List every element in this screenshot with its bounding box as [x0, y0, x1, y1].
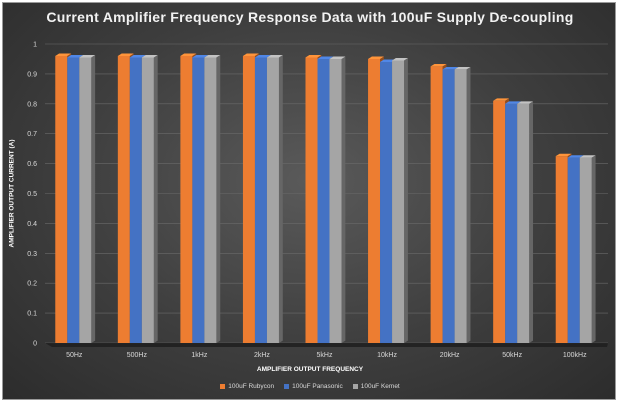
y-tick-label: 0.6 [27, 161, 37, 168]
bar-top [493, 98, 510, 101]
bar-side [529, 101, 534, 344]
y-axis-label: AMPLIFIER OUTPUT CURRENT (A) [8, 139, 16, 248]
bar-top [329, 56, 346, 59]
chart-title: Current Amplifier Frequency Response Dat… [46, 9, 574, 25]
bar-side [341, 56, 346, 344]
bar-top [368, 56, 384, 59]
bar-top [67, 55, 84, 58]
bar [430, 66, 443, 344]
bar [368, 58, 381, 343]
x-tick-label: 50kHz [502, 352, 522, 359]
x-tick-label: 100kHz [563, 352, 587, 359]
bar-top [305, 55, 322, 58]
bar-side [91, 55, 96, 344]
y-tick-label: 0.2 [27, 281, 37, 288]
bar [493, 100, 506, 343]
bar-top [392, 58, 408, 61]
legend-label-kemet: 100uF Kemet [360, 383, 400, 390]
bar-top [380, 59, 396, 62]
bar [454, 69, 467, 343]
bar [505, 103, 518, 343]
legend-label-rubycon: 100uF Rubycon [228, 383, 275, 390]
bar [254, 57, 267, 344]
bar [55, 55, 68, 344]
bar [180, 55, 193, 344]
legend-swatch-panasonic [284, 384, 290, 389]
bar-top [242, 53, 259, 56]
bar-top [192, 55, 209, 58]
x-tick-label: 2kHz [254, 352, 270, 359]
bar [204, 57, 217, 344]
legend-item-rubycon: 100uF Rubycon [220, 383, 274, 390]
bar-top [141, 55, 158, 58]
legend-item-panasonic: 100uF Panasonic [284, 383, 343, 390]
bar [380, 61, 393, 343]
x-tick-label: 20kHz [440, 352, 460, 359]
bar-side [153, 55, 158, 344]
bar [117, 55, 130, 344]
legend-swatch-kemet [352, 384, 358, 389]
bar-top [579, 155, 596, 158]
bar-top [517, 101, 534, 104]
bar-top [79, 55, 96, 58]
bar-top [454, 67, 471, 70]
y-tick-label: 1 [33, 42, 37, 49]
y-tick-label: 0.7 [27, 131, 37, 138]
bar-top [117, 53, 134, 56]
x-tick-label: 10kHz [377, 352, 397, 359]
bar [579, 157, 592, 343]
legend-label-panasonic: 100uF Panasonic [292, 383, 343, 390]
bar-top [204, 55, 221, 58]
x-tick-label: 5kHz [317, 352, 333, 359]
y-tick-label: 0.3 [27, 251, 37, 258]
y-tick-label: 0 [33, 341, 37, 348]
y-tick-label: 0.8 [27, 101, 37, 108]
bar-top [442, 67, 459, 70]
bar-top [317, 56, 334, 59]
bar [305, 57, 318, 344]
x-axis-label: AMPLIFIER OUTPUT FREQUENCY [256, 366, 364, 373]
legend: 100uF Rubycon 100uF Panasonic 100uF Keme… [0, 383, 620, 390]
bar-top [505, 101, 522, 104]
legend-item-kemet: 100uF Kemet [352, 383, 400, 390]
chart-floor [45, 343, 608, 347]
x-tick-label: 50Hz [66, 352, 83, 359]
bar [67, 57, 80, 344]
bar-side [216, 55, 221, 344]
bar-top [266, 55, 283, 58]
bar-top [254, 55, 271, 58]
y-tick-label: 0.5 [27, 191, 37, 198]
bar-side [404, 58, 408, 344]
y-tick-label: 0.9 [27, 71, 37, 78]
bar-top [55, 53, 72, 56]
bar [517, 103, 530, 343]
bar [79, 57, 92, 344]
bar-top [180, 53, 197, 56]
bar [567, 157, 580, 343]
y-tick-label: 0.1 [27, 311, 37, 318]
bar [242, 55, 255, 344]
bar-top [567, 155, 584, 158]
x-tick-label: 1kHz [191, 352, 207, 359]
bar-side [591, 155, 596, 343]
bar [192, 57, 205, 344]
legend-swatch-rubycon [220, 384, 226, 389]
bar-top [129, 55, 146, 58]
bar [329, 58, 342, 343]
y-tick-label: 0.4 [27, 221, 37, 228]
bar-side [278, 55, 283, 344]
bar [317, 58, 330, 343]
bar [141, 57, 154, 344]
bar [129, 57, 142, 344]
bar-side [466, 67, 471, 343]
bar-top [430, 64, 447, 67]
bar [555, 156, 568, 343]
x-tick-label: 500Hz [127, 352, 148, 359]
bar [392, 60, 405, 343]
bar [266, 57, 279, 344]
bar-top [555, 153, 572, 157]
bar [442, 69, 455, 343]
